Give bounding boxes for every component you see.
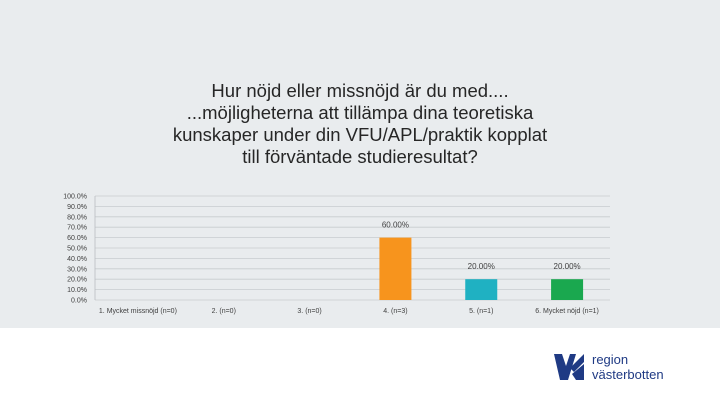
y-tick-label: 40.0% xyxy=(67,256,87,263)
x-tick-label: 3. (n=0) xyxy=(297,308,321,315)
y-tick-label: 100.0% xyxy=(63,194,87,201)
x-tick-label: 1. Mycket missnöjd (n=0) xyxy=(99,308,177,315)
y-tick-label: 30.0% xyxy=(67,266,87,273)
logo-text: region västerbotten xyxy=(592,352,664,382)
y-tick-label: 0.0% xyxy=(71,298,87,305)
y-tick-label: 60.0% xyxy=(67,235,87,242)
logo-mark-icon xyxy=(554,354,584,380)
x-tick-label: 5. (n=1) xyxy=(469,308,493,315)
bar xyxy=(465,279,498,300)
x-tick-label: 6. Mycket nöjd (n=1) xyxy=(535,308,599,315)
gridlines xyxy=(94,195,610,301)
bar-chart: 100.0% 90.0% 80.0% 70.0% 60.0% 50.0% 40.0% 30.0… xyxy=(63,194,610,315)
chart-title: Hur nöjd eller missnöjd är du med.... ..… xyxy=(172,80,548,167)
data-label: 60.00% xyxy=(382,221,409,230)
y-tick-label: 10.0% xyxy=(67,287,87,294)
data-labels: 60.00% 20.00% 20.00% xyxy=(382,221,581,272)
data-label: 20.00% xyxy=(554,262,581,271)
y-tick-label: 70.0% xyxy=(67,225,87,232)
bar xyxy=(551,279,584,300)
x-tick-label: 2. (n=0) xyxy=(212,308,236,315)
bars xyxy=(379,237,584,300)
y-tick-label: 50.0% xyxy=(67,246,87,253)
x-axis-ticks: 1. Mycket missnöjd (n=0) 2. (n=0) 3. (n=0)… xyxy=(99,308,599,315)
data-label: 20.00% xyxy=(468,262,495,271)
slide-background xyxy=(0,0,720,328)
y-tick-label: 20.0% xyxy=(67,277,87,284)
y-axis-ticks: 100.0% 90.0% 80.0% 70.0% 60.0% 50.0% 40.0% 30.0… xyxy=(63,194,87,305)
y-tick-label: 80.0% xyxy=(67,214,87,221)
region-vasterbotten-logo: region västerbotten xyxy=(552,352,702,386)
x-tick-label: 4. (n=3) xyxy=(383,308,407,315)
y-tick-label: 90.0% xyxy=(67,204,87,211)
bar xyxy=(379,237,412,300)
